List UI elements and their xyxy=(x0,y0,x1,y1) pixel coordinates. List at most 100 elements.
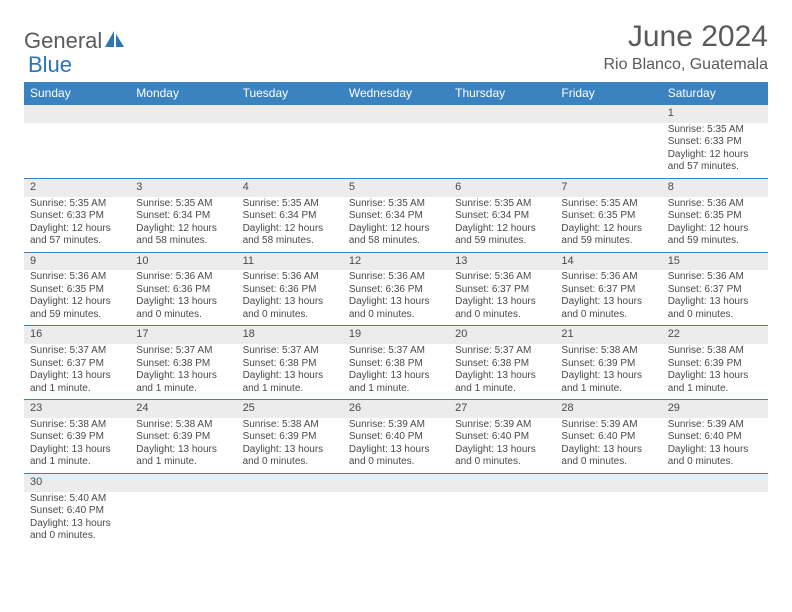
sunrise-text: Sunrise: 5:40 AM xyxy=(30,493,124,506)
day-number-cell: 23 xyxy=(24,400,130,418)
day-content-cell: Sunrise: 5:37 AMSunset: 6:38 PMDaylight:… xyxy=(343,344,449,400)
sunrise-text: Sunrise: 5:35 AM xyxy=(243,198,337,211)
day-content-cell: Sunrise: 5:38 AMSunset: 6:39 PMDaylight:… xyxy=(24,418,130,474)
sunset-text: Sunset: 6:38 PM xyxy=(349,358,443,371)
daylight-text: Daylight: 13 hours and 0 minutes. xyxy=(455,444,549,469)
day-content-cell: Sunrise: 5:38 AMSunset: 6:39 PMDaylight:… xyxy=(130,418,236,474)
sunrise-text: Sunrise: 5:35 AM xyxy=(455,198,549,211)
day-content-cell: Sunrise: 5:37 AMSunset: 6:38 PMDaylight:… xyxy=(237,344,343,400)
daylight-text: Daylight: 13 hours and 0 minutes. xyxy=(30,518,124,543)
sunrise-text: Sunrise: 5:38 AM xyxy=(561,345,655,358)
location: Rio Blanco, Guatemala xyxy=(603,56,768,74)
weekday-header-row: SundayMondayTuesdayWednesdayThursdayFrid… xyxy=(24,82,768,105)
weekday-header: Monday xyxy=(130,82,236,105)
day-number: 7 xyxy=(555,179,661,197)
sunrise-text: Sunrise: 5:35 AM xyxy=(349,198,443,211)
day-content-cell: Sunrise: 5:37 AMSunset: 6:38 PMDaylight:… xyxy=(449,344,555,400)
sunrise-text: Sunrise: 5:35 AM xyxy=(668,124,762,137)
day-number-cell: 17 xyxy=(130,326,236,344)
day-number: 9 xyxy=(24,253,130,271)
sunrise-text: Sunrise: 5:38 AM xyxy=(136,419,230,432)
day-number-row: 9101112131415 xyxy=(24,252,768,270)
day-number-cell: 27 xyxy=(449,400,555,418)
day-number-cell: 16 xyxy=(24,326,130,344)
day-number-cell: 3 xyxy=(130,178,236,196)
day-number: 11 xyxy=(237,253,343,271)
weekday-header: Tuesday xyxy=(237,82,343,105)
sunrise-text: Sunrise: 5:36 AM xyxy=(561,271,655,284)
day-number-cell: 7 xyxy=(555,178,661,196)
sunset-text: Sunset: 6:37 PM xyxy=(455,284,549,297)
daylight-text: Daylight: 13 hours and 1 minute. xyxy=(349,370,443,395)
day-number: 15 xyxy=(662,253,768,271)
day-number: 29 xyxy=(662,400,768,418)
day-content-cell: Sunrise: 5:36 AMSunset: 6:35 PMDaylight:… xyxy=(24,270,130,326)
daylight-text: Daylight: 13 hours and 1 minute. xyxy=(243,370,337,395)
day-number-cell xyxy=(449,473,555,491)
sunset-text: Sunset: 6:35 PM xyxy=(30,284,124,297)
daylight-text: Daylight: 12 hours and 59 minutes. xyxy=(30,296,124,321)
sunrise-text: Sunrise: 5:37 AM xyxy=(30,345,124,358)
sunset-text: Sunset: 6:39 PM xyxy=(668,358,762,371)
day-number-cell: 22 xyxy=(662,326,768,344)
sunset-text: Sunset: 6:39 PM xyxy=(243,431,337,444)
day-number-cell: 28 xyxy=(555,400,661,418)
day-content-cell: Sunrise: 5:37 AMSunset: 6:38 PMDaylight:… xyxy=(130,344,236,400)
weekday-header: Sunday xyxy=(24,82,130,105)
day-number: 19 xyxy=(343,326,449,344)
sunrise-text: Sunrise: 5:36 AM xyxy=(668,271,762,284)
sunset-text: Sunset: 6:38 PM xyxy=(243,358,337,371)
sunset-text: Sunset: 6:36 PM xyxy=(349,284,443,297)
daylight-text: Daylight: 13 hours and 1 minute. xyxy=(668,370,762,395)
sunrise-text: Sunrise: 5:35 AM xyxy=(30,198,124,211)
day-number: 28 xyxy=(555,400,661,418)
day-number-cell: 9 xyxy=(24,252,130,270)
sunrise-text: Sunrise: 5:36 AM xyxy=(30,271,124,284)
day-number: 30 xyxy=(24,474,130,492)
day-content-cell: Sunrise: 5:36 AMSunset: 6:36 PMDaylight:… xyxy=(237,270,343,326)
daylight-text: Daylight: 13 hours and 0 minutes. xyxy=(561,296,655,321)
day-number-cell xyxy=(343,105,449,123)
logo-text-blue: Blue xyxy=(28,52,72,78)
sunrise-text: Sunrise: 5:38 AM xyxy=(30,419,124,432)
day-number-row: 16171819202122 xyxy=(24,326,768,344)
day-content-row: Sunrise: 5:36 AMSunset: 6:35 PMDaylight:… xyxy=(24,270,768,326)
day-number: 21 xyxy=(555,326,661,344)
daylight-text: Daylight: 13 hours and 0 minutes. xyxy=(455,296,549,321)
day-content-row: Sunrise: 5:35 AMSunset: 6:33 PMDaylight:… xyxy=(24,197,768,253)
day-number-cell: 15 xyxy=(662,252,768,270)
day-number-cell: 1 xyxy=(662,105,768,123)
sunrise-text: Sunrise: 5:38 AM xyxy=(243,419,337,432)
day-content-cell: Sunrise: 5:35 AMSunset: 6:33 PMDaylight:… xyxy=(24,197,130,253)
daylight-text: Daylight: 12 hours and 57 minutes. xyxy=(668,149,762,174)
day-number: 2 xyxy=(24,179,130,197)
day-content-cell: Sunrise: 5:35 AMSunset: 6:34 PMDaylight:… xyxy=(343,197,449,253)
day-content-cell xyxy=(237,492,343,547)
logo-sail-icon xyxy=(104,30,126,53)
sunrise-text: Sunrise: 5:39 AM xyxy=(668,419,762,432)
sunset-text: Sunset: 6:34 PM xyxy=(455,210,549,223)
day-number: 22 xyxy=(662,326,768,344)
day-number-cell: 8 xyxy=(662,178,768,196)
day-number: 24 xyxy=(130,400,236,418)
day-content-cell: Sunrise: 5:40 AMSunset: 6:40 PMDaylight:… xyxy=(24,492,130,547)
daylight-text: Daylight: 13 hours and 1 minute. xyxy=(561,370,655,395)
calendar-table: SundayMondayTuesdayWednesdayThursdayFrid… xyxy=(24,82,768,547)
day-number-cell xyxy=(555,105,661,123)
sunrise-text: Sunrise: 5:36 AM xyxy=(455,271,549,284)
day-number: 27 xyxy=(449,400,555,418)
weekday-header: Friday xyxy=(555,82,661,105)
day-number-cell: 25 xyxy=(237,400,343,418)
sunrise-text: Sunrise: 5:36 AM xyxy=(349,271,443,284)
daylight-text: Daylight: 12 hours and 59 minutes. xyxy=(668,223,762,248)
day-number-cell: 2 xyxy=(24,178,130,196)
day-content-cell xyxy=(24,123,130,179)
daylight-text: Daylight: 12 hours and 58 minutes. xyxy=(349,223,443,248)
day-number-cell xyxy=(130,105,236,123)
day-content-cell: Sunrise: 5:39 AMSunset: 6:40 PMDaylight:… xyxy=(662,418,768,474)
sunset-text: Sunset: 6:38 PM xyxy=(455,358,549,371)
sunset-text: Sunset: 6:40 PM xyxy=(561,431,655,444)
day-content-cell: Sunrise: 5:36 AMSunset: 6:37 PMDaylight:… xyxy=(555,270,661,326)
day-content-cell: Sunrise: 5:39 AMSunset: 6:40 PMDaylight:… xyxy=(449,418,555,474)
logo: General xyxy=(24,28,126,54)
